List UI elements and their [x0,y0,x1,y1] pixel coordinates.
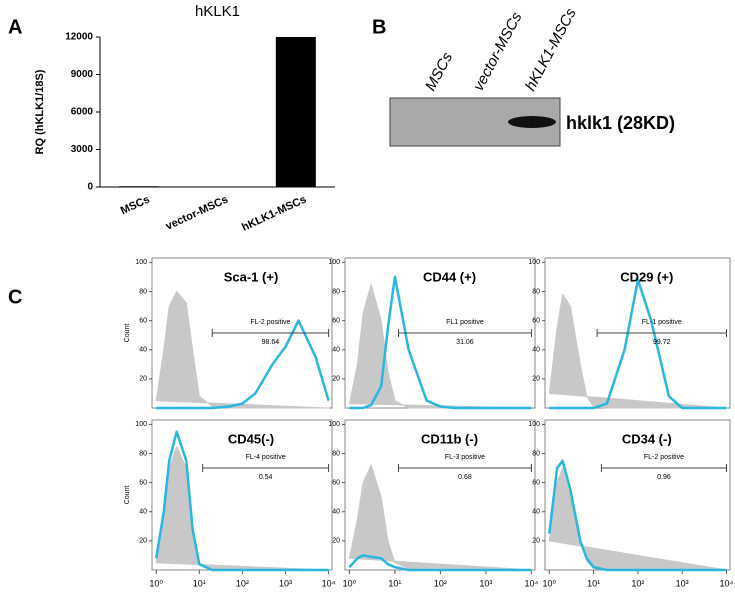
gate-label: FL-4 positive [246,454,286,461]
y-axis-label: Count [124,324,131,343]
sample-histogram [549,278,727,410]
x-tick-label: 10¹ [587,578,600,588]
y-tick-label: 40 [332,509,340,516]
x-tick-label: 10² [631,578,644,588]
panel-title: CD45(-) [228,431,274,446]
gate-percent: 31.06 [456,339,474,346]
y-tick-label: 80 [139,288,147,295]
x-tick-label: 10⁰ [542,578,556,588]
x-tick-label: 10² [236,578,249,588]
sample-histogram [548,459,727,572]
gate-label: FL-1 positive [642,319,682,326]
sample-histogram [156,319,330,410]
x-tick-label: 10⁴ [720,578,734,588]
y-tick-label: 80 [532,288,540,295]
lane-label: vector-MSCs [470,9,526,94]
control-histogram [155,291,330,409]
y-tick-label: 20 [532,538,540,545]
y-tick-label: 100 [328,421,340,428]
panel-title: Sca-1 (+) [224,269,279,284]
panel-title: CD11b (-) [421,431,478,446]
y-tick-label: 60 [332,317,340,324]
y-tick-label: 20 [139,376,147,383]
panel-label: B [372,16,386,38]
x-tick-label: 10⁰ [149,578,163,588]
x-tick-label: MSCs [119,193,152,217]
band-label: hklk1 (28KD) [566,113,675,133]
gate-percent: 0.54 [259,474,273,481]
y-tick-label: 80 [139,450,147,457]
x-tick-label: 10³ [279,578,292,588]
gate-label: FL-2 positive [644,454,684,461]
y-tick-label: 60 [332,479,340,486]
y-tick-label: 40 [532,509,540,516]
y-tick-label: 80 [332,450,340,457]
x-tick-label: 10³ [676,578,689,588]
control-histogram [548,293,727,409]
gate-label: FL-3 positive [445,454,485,461]
y-tick-label: 3000 [71,144,94,155]
y-tick-label: 100 [135,421,147,428]
x-tick-label: 10³ [479,578,492,588]
x-tick-label: 10¹ [388,578,401,588]
x-tick-label: vector-MSCs [164,193,230,232]
y-tick-label: 6000 [71,107,94,118]
y-axis-label: Count [124,486,131,505]
y-tick-label: 60 [139,479,147,486]
y-tick-label: 9000 [71,69,94,80]
bar [197,186,238,188]
y-tick-label: 0 [87,182,93,193]
x-tick-label: 10⁰ [343,578,357,588]
control-histogram [155,445,330,571]
gate-percent: 0.96 [657,474,671,481]
bar [119,186,160,187]
panel-title: CD29 (+) [620,269,673,284]
sample-histogram [349,275,532,410]
gate-percent: 99.72 [653,339,671,346]
sample-histogram [154,430,329,572]
control-histogram [348,283,532,409]
y-tick-label: 20 [332,538,340,545]
lane-label: MSCs [422,49,456,93]
y-tick-label: 60 [532,479,540,486]
y-tick-label: 20 [532,376,540,383]
y-tick-label: 100 [528,259,540,266]
y-tick-label: 12000 [65,32,93,43]
x-tick-label: 10² [434,578,447,588]
y-tick-label: 40 [139,347,147,354]
y-tick-label: 100 [328,259,340,266]
y-axis-label: RQ (hKLK1/18S) [34,69,46,154]
y-tick-label: 80 [532,450,540,457]
y-tick-label: 80 [332,288,340,295]
y-tick-label: 100 [135,259,147,266]
y-tick-label: 20 [332,376,340,383]
x-tick-label: 10⁴ [322,578,336,588]
x-tick-label: 10⁴ [524,578,538,588]
panel-label: A [8,16,22,38]
gate-label: FL1 positive [446,319,484,326]
y-tick-label: 40 [332,347,340,354]
lane-label: hKLK1-MSCs [522,5,580,94]
blot-band [508,116,556,128]
panel-title: CD34 (-) [622,431,672,446]
x-tick-label: 10¹ [193,578,206,588]
y-tick-label: 100 [528,421,540,428]
y-tick-label: 60 [532,317,540,324]
gate-label: FL-2 positive [250,319,290,326]
y-tick-label: 40 [139,509,147,516]
panel-label: C [8,286,22,308]
gate-percent: 98.64 [262,339,280,346]
panel-title: CD44 (+) [423,269,476,284]
sample-histogram [348,554,532,572]
y-tick-label: 60 [139,317,147,324]
control-histogram [348,464,532,571]
y-tick-label: 40 [532,347,540,354]
bar [275,37,316,187]
chart-title: hKLK1 [195,3,240,20]
gate-percent: 0.68 [458,474,472,481]
y-tick-label: 20 [139,538,147,545]
x-tick-label: hKLK1-MSCs [240,193,308,233]
